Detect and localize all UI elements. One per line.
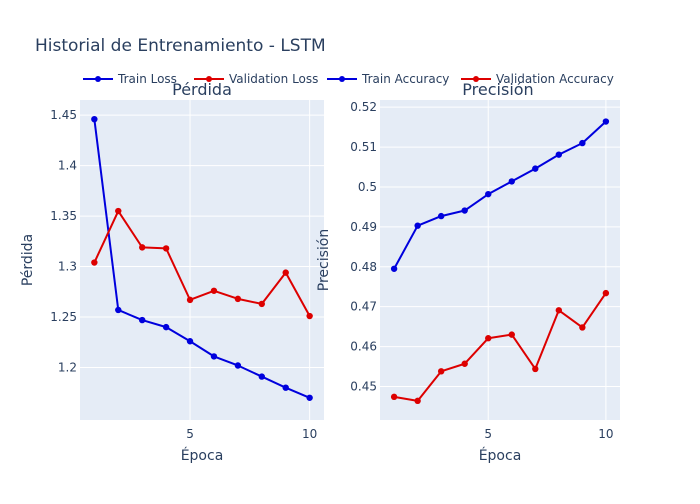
- x-axis-label: Época: [479, 447, 522, 464]
- y-tick-label: 1.25: [50, 310, 77, 324]
- y-tick-label: 0.46: [350, 340, 377, 354]
- y-tick-label: 1.4: [58, 159, 77, 173]
- data-point: [234, 362, 242, 369]
- x-axis-label: Época: [181, 447, 224, 464]
- data-point: [186, 338, 194, 345]
- y-tick-label: 0.5: [358, 180, 377, 194]
- subplot-1: 5 10 1.2 1.25 1.3 1.35 1.4 1.45 Pérdida Época Pérd…: [20, 80, 324, 464]
- subplot-title: Precisión: [462, 80, 533, 99]
- x-tick-label: 5: [484, 427, 492, 441]
- data-point: [258, 373, 266, 380]
- data-point: [532, 365, 539, 373]
- legend-item: Validation Accuracy: [461, 72, 614, 86]
- data-point: [306, 312, 313, 320]
- y-tick-label: 1.2: [58, 361, 77, 375]
- data-point: [602, 118, 610, 125]
- legend-marker: [206, 76, 212, 82]
- data-point: [602, 289, 610, 297]
- y-tick-label: 0.49: [350, 220, 377, 234]
- data-point: [186, 296, 194, 304]
- y-tick-label: 1.35: [50, 209, 77, 223]
- data-point: [579, 139, 586, 147]
- legend: Train Loss Validation Loss Train Accuracy V…: [83, 72, 614, 86]
- data-point: [210, 287, 218, 294]
- y-tick-label: 1.45: [50, 108, 77, 122]
- data-point: [234, 295, 242, 303]
- x-tick-label: 10: [302, 427, 317, 441]
- data-point: [282, 269, 289, 276]
- data-point: [210, 353, 218, 360]
- data-point: [282, 384, 289, 391]
- data-point: [555, 151, 563, 158]
- data-point: [258, 300, 266, 308]
- series-line: [393, 120, 607, 270]
- data-point: [555, 307, 563, 314]
- data-point: [138, 244, 146, 251]
- data-point: [485, 335, 492, 342]
- data-point: [390, 265, 398, 272]
- data-point: [508, 331, 515, 338]
- y-tick-label: 0.45: [350, 379, 377, 393]
- legend-marker: [473, 76, 479, 82]
- legend-label: Validation Accuracy: [496, 72, 614, 86]
- y-tick-label: 0.52: [350, 100, 377, 114]
- data-point: [138, 316, 146, 324]
- data-point: [115, 306, 122, 314]
- data-point: [162, 323, 170, 331]
- subplot-title: Pérdida: [172, 80, 232, 99]
- data-point: [115, 207, 122, 215]
- data-point: [414, 222, 421, 229]
- data-point: [579, 324, 586, 331]
- data-point: [508, 178, 515, 185]
- plot-area: [380, 100, 620, 420]
- series-validation-accuracy: [390, 289, 610, 405]
- data-point: [532, 165, 539, 172]
- plot-area: [80, 100, 324, 420]
- y-axis-label: Pérdida: [20, 234, 36, 286]
- chart-title: Historial de Entrenamiento - LSTM: [35, 36, 326, 56]
- y-tick-label: 1.3: [58, 260, 77, 274]
- y-tick-label: 0.51: [350, 140, 377, 154]
- legend-item: Train Accuracy: [327, 72, 449, 86]
- legend-item: Validation Loss: [194, 72, 318, 86]
- y-tick-label: 0.47: [350, 300, 377, 314]
- legend-marker: [95, 76, 101, 82]
- data-point: [461, 360, 468, 367]
- legend-label: Train Accuracy: [361, 72, 449, 86]
- subplot-2: 5 10 0.45 0.46 0.47 0.48 0.49 0.5 0.51 0.52 Precis…: [316, 80, 620, 464]
- x-tick-label: 10: [598, 427, 613, 441]
- legend-label: Validation Loss: [229, 72, 318, 86]
- data-point: [91, 259, 98, 266]
- data-point: [437, 212, 445, 220]
- series-validation-loss: [91, 207, 313, 320]
- y-axis-label: Precisión: [316, 229, 332, 291]
- data-point: [414, 397, 421, 405]
- y-tick-label: 0.48: [350, 260, 377, 274]
- data-point: [306, 394, 313, 401]
- data-point: [461, 207, 468, 214]
- data-point: [485, 190, 492, 198]
- series-train-loss: [91, 115, 313, 401]
- series-line: [93, 119, 311, 399]
- data-point: [162, 245, 170, 252]
- series-train-accuracy: [390, 118, 610, 272]
- series-line: [93, 210, 311, 317]
- data-point: [390, 393, 398, 401]
- data-point: [437, 368, 445, 375]
- data-point: [91, 115, 98, 123]
- series-line: [393, 292, 607, 402]
- subplots: 5 10 1.2 1.25 1.3 1.35 1.4 1.45 Pérdida Época Pérd…: [20, 80, 620, 464]
- legend-label: Train Loss: [117, 72, 177, 86]
- x-tick-label: 5: [186, 427, 194, 441]
- legend-marker: [339, 76, 345, 82]
- legend-item: Train Loss: [83, 72, 177, 86]
